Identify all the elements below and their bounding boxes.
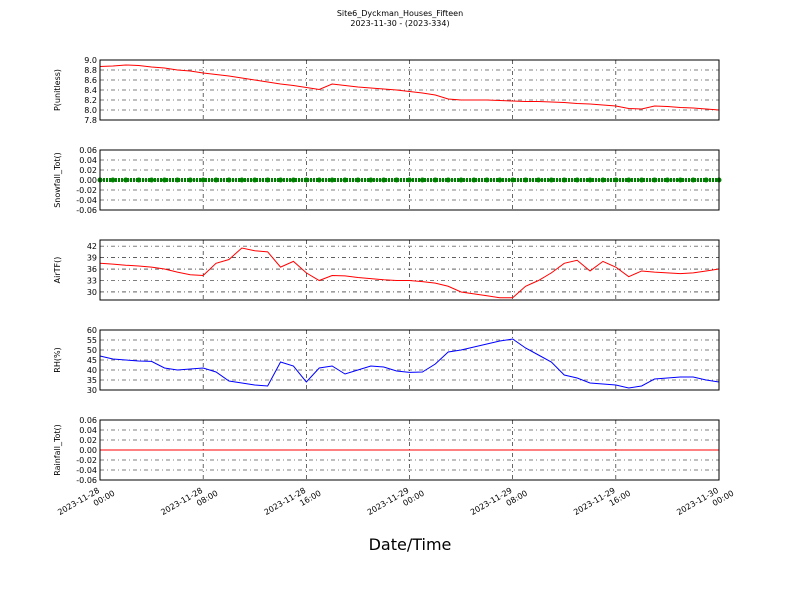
y-tick-label: 35 [87, 376, 97, 385]
y-tick-label: 50 [87, 346, 97, 355]
x-axis-label: Date/Time [369, 535, 452, 554]
y-tick-label: 8.4 [84, 86, 97, 95]
plot-frame [99, 419, 720, 481]
y-tick-label: 36 [87, 265, 97, 274]
y-tick-label: 0.06 [79, 146, 97, 155]
y-tick-label: -0.04 [76, 466, 97, 475]
y-tick-label: 0.06 [79, 416, 97, 425]
y-tick-label: 0.00 [79, 446, 97, 455]
y-tick-label: -0.02 [76, 456, 97, 465]
y-tick-label: 8.6 [84, 76, 97, 85]
y-tick-label: 0.02 [79, 436, 97, 445]
y-axis-label: RH(%) [53, 347, 62, 372]
y-axis-label: P(unitless) [53, 69, 62, 111]
data-line [99, 247, 720, 299]
y-tick-label: 39 [87, 254, 97, 263]
y-tick-label: 40 [87, 366, 97, 375]
y-tick-label: 33 [87, 277, 97, 286]
y-tick-label: 0.04 [79, 156, 97, 165]
plot-frame [99, 149, 720, 211]
plot-frame [99, 59, 720, 121]
y-tick-label: 9.0 [84, 56, 97, 65]
y-tick-label: 30 [87, 288, 97, 297]
x-tick-label: 2023-11-2916:00 [572, 480, 632, 526]
plot-frame [99, 239, 720, 301]
chart-title: Site6_Dyckman_Houses_Fifteen [337, 9, 463, 18]
x-tick-label: 2023-11-2800:00 [56, 480, 116, 526]
data-line [99, 338, 720, 389]
y-tick-label: 30 [87, 386, 97, 395]
y-tick-label: 0.04 [79, 426, 97, 435]
y-tick-label: 0.00 [79, 176, 97, 185]
y-tick-label: -0.06 [76, 476, 97, 485]
y-axis-label: Snowfall_Tot() [53, 152, 62, 208]
x-tick-label: 2023-11-2908:00 [469, 480, 529, 526]
y-tick-label: 8.2 [84, 96, 97, 105]
y-tick-label: 45 [87, 356, 97, 365]
y-tick-label: 60 [87, 326, 97, 335]
y-tick-label: 0.02 [79, 166, 97, 175]
data-line [99, 64, 720, 111]
chart-subtitle: 2023-11-30 - (2023-334) [350, 19, 449, 28]
y-axis-label: Rainfall_Tot() [53, 424, 62, 476]
y-tick-label: 42 [87, 242, 97, 251]
y-tick-label: 8.8 [84, 66, 97, 75]
y-tick-label: 55 [87, 336, 97, 345]
plot-frame [99, 329, 720, 391]
x-tick-label: 2023-11-2808:00 [159, 480, 219, 526]
y-tick-label: 7.8 [84, 116, 97, 125]
y-tick-label: -0.04 [76, 196, 97, 205]
x-tick-label: 2023-11-2900:00 [366, 480, 426, 526]
y-axis-label: AirTF() [53, 257, 62, 284]
x-tick-label: 2023-11-3000:00 [675, 480, 735, 526]
x-tick-label: 2023-11-2816:00 [263, 480, 323, 526]
y-tick-label: -0.02 [76, 186, 97, 195]
y-tick-label: 8.0 [84, 106, 97, 115]
y-tick-label: -0.06 [76, 206, 97, 215]
